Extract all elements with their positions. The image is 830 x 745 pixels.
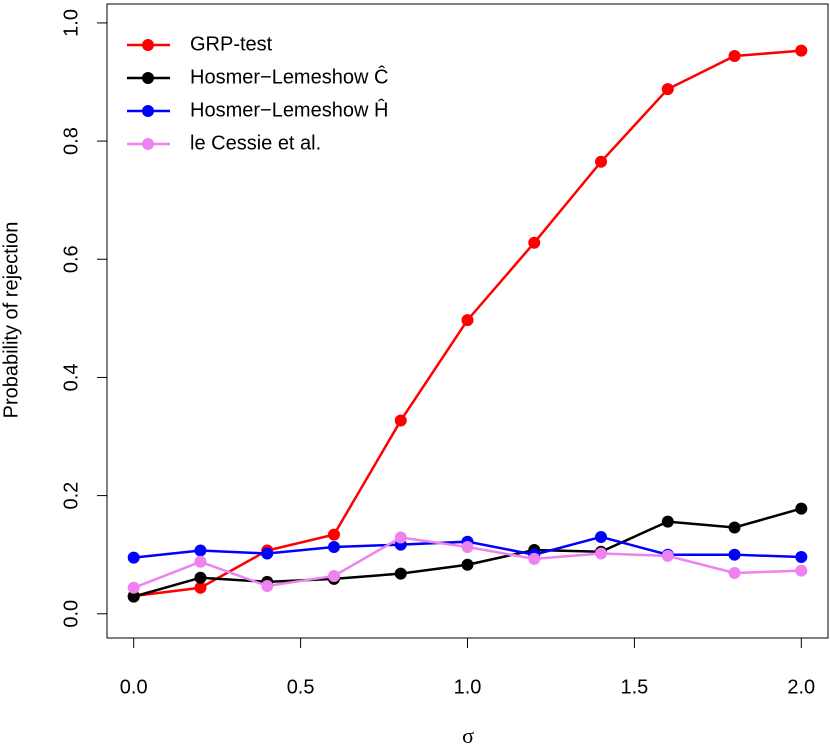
legend-label: Hosmer−Lemeshow Ĥ: [190, 98, 388, 121]
y-axis-title: Probability of rejection: [0, 222, 22, 419]
legend-label: le Cessie et al.: [190, 132, 321, 154]
data-point: [795, 502, 808, 515]
data-point: [327, 528, 340, 541]
y-tick-label: 0.2: [60, 482, 82, 510]
data-point: [394, 531, 407, 544]
data-point: [394, 414, 407, 427]
data-point: [194, 544, 207, 557]
data-point: [528, 236, 541, 249]
x-tick-label: 0.5: [287, 676, 315, 698]
y-tick-label: 0.0: [60, 600, 82, 628]
data-point: [394, 567, 407, 580]
data-point: [595, 530, 608, 543]
x-tick-label: 0.0: [120, 676, 148, 698]
data-point: [728, 548, 741, 561]
data-point: [327, 541, 340, 554]
legend-marker: [142, 39, 154, 51]
y-tick-label: 0.8: [60, 127, 82, 155]
data-point: [261, 580, 274, 593]
data-point: [728, 567, 741, 580]
y-tick-label: 0.6: [60, 245, 82, 273]
data-point: [728, 49, 741, 62]
data-point: [661, 515, 674, 528]
legend-marker: [142, 138, 154, 150]
data-point: [461, 558, 474, 571]
legend-label: Hosmer−Lemeshow Ĉ: [190, 65, 388, 88]
data-point: [127, 590, 140, 603]
data-point: [194, 571, 207, 584]
y-tick-label: 0.4: [60, 364, 82, 392]
data-point: [461, 541, 474, 554]
x-tick-label: 1.5: [620, 676, 648, 698]
data-point: [194, 581, 207, 594]
data-point: [461, 314, 474, 327]
data-point: [661, 549, 674, 562]
legend-marker: [142, 105, 154, 117]
data-point: [595, 547, 608, 560]
data-point: [795, 44, 808, 57]
data-point: [261, 547, 274, 560]
data-point: [528, 552, 541, 565]
data-point: [795, 564, 808, 577]
data-point: [728, 521, 741, 534]
data-point: [661, 83, 674, 96]
data-point: [127, 581, 140, 594]
y-tick-label: 1.0: [60, 9, 82, 37]
x-tick-label: 2.0: [787, 676, 815, 698]
legend-label: GRP-test: [190, 33, 273, 55]
data-point: [327, 569, 340, 582]
x-axis-title: σ: [462, 723, 474, 745]
data-point: [127, 551, 140, 564]
data-point: [795, 551, 808, 564]
legend-marker: [142, 72, 154, 84]
x-tick-label: 1.0: [454, 676, 482, 698]
data-point: [194, 555, 207, 568]
data-point: [595, 155, 608, 168]
